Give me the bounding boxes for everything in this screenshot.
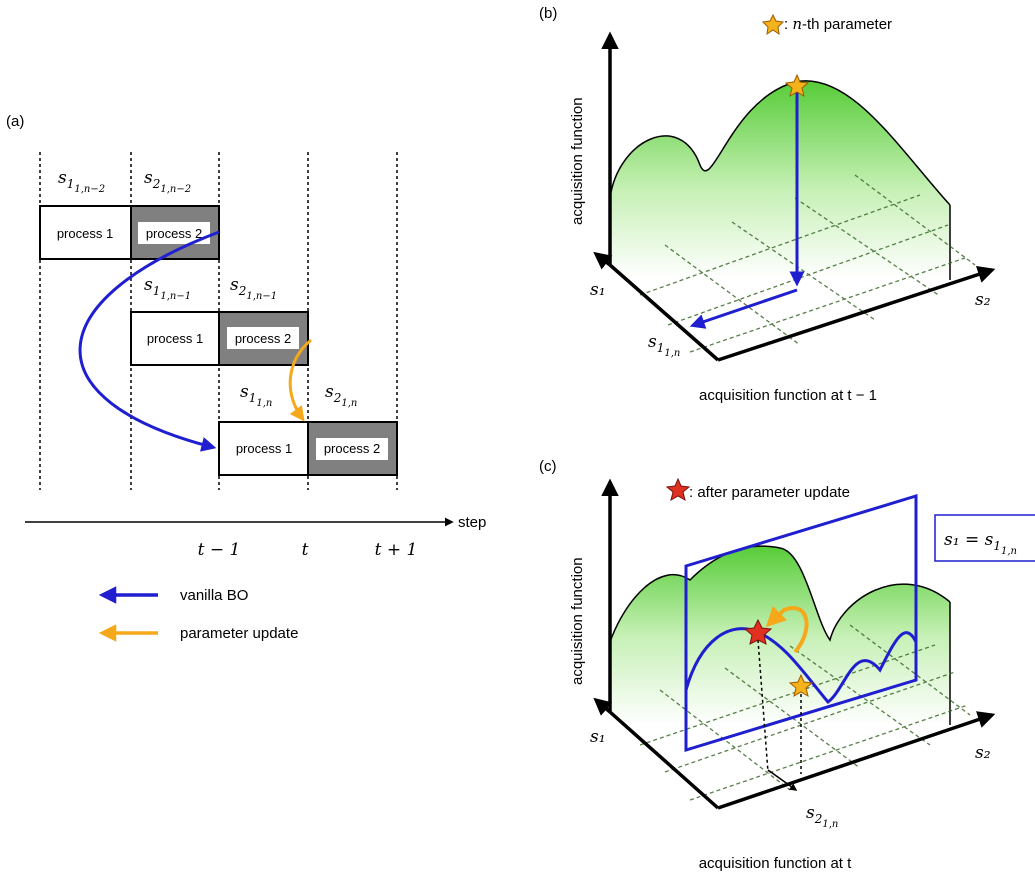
s2-n2-label: s21,n−2 bbox=[144, 168, 191, 195]
plane-label-box bbox=[934, 514, 1035, 562]
s2-axis-b bbox=[717, 266, 996, 362]
s1-n-label: s11,n bbox=[240, 382, 272, 409]
acq-surface-c bbox=[610, 546, 950, 725]
row3-process2-label: process 2 bbox=[324, 441, 380, 456]
vanilla-project-arrow-b bbox=[689, 288, 798, 329]
s1-n2-label: s11,n−2 bbox=[58, 168, 105, 195]
panel-c-label: (c) bbox=[539, 458, 557, 475]
previous-parameter-star-icon bbox=[788, 673, 814, 698]
s2-label-c: s₂ bbox=[975, 743, 991, 763]
legend-vanilla-label: vanilla BO bbox=[180, 587, 248, 604]
s2n-label-c: s21,n bbox=[806, 803, 838, 830]
s1-label-b: s₁ bbox=[590, 280, 606, 300]
s2-axis-c bbox=[717, 711, 996, 810]
panel-a: (a) s11,n−2 s21,n−2 process 1 process 2 … bbox=[6, 113, 486, 642]
s1-axis-c bbox=[593, 697, 613, 716]
s1-n1-label: s11,n−1 bbox=[144, 275, 191, 302]
caption-b: acquisition function at t − 1 bbox=[699, 387, 877, 404]
s1-axis-b bbox=[593, 251, 613, 270]
row1-process1-label: process 1 bbox=[57, 226, 113, 241]
drop-line-red bbox=[757, 639, 769, 773]
acq-curve-c bbox=[609, 545, 951, 643]
row1-process2-label: process 2 bbox=[146, 226, 202, 241]
row2-process1-label: process 1 bbox=[147, 331, 203, 346]
s2-n1-label: s21,n−1 bbox=[230, 275, 277, 302]
row3-process1-label: process 1 bbox=[236, 441, 292, 456]
s1n-label-b: s11,n bbox=[648, 332, 680, 359]
legend-b-text: : n-th parameter bbox=[784, 15, 892, 33]
s1-label-c: s₁ bbox=[590, 727, 606, 747]
row1-process2-label-bg bbox=[138, 222, 210, 244]
acq-curve-b bbox=[609, 80, 951, 206]
y-axis-label-c: acquisition function bbox=[569, 557, 586, 685]
panel-b: (b) : n-th parameter acq bbox=[539, 5, 996, 404]
s1-axis-stem-c bbox=[608, 710, 720, 810]
tick-t: t bbox=[302, 540, 309, 560]
s1-axis-stem-b bbox=[608, 263, 720, 362]
legend-star-red-icon bbox=[665, 477, 691, 502]
grid-b bbox=[639, 174, 976, 353]
tick-t-plus-1: t + 1 bbox=[375, 540, 418, 560]
vanilla-bo-arrow bbox=[78, 230, 220, 452]
s2n-pointer-arrow bbox=[767, 769, 798, 791]
row2-process1-box bbox=[130, 311, 220, 366]
row2-process2-label-bg bbox=[227, 327, 299, 349]
s2-label-b: s₂ bbox=[975, 290, 991, 310]
row3-process2-label-bg bbox=[316, 438, 388, 460]
parameter-update-arrow bbox=[288, 338, 312, 422]
row3-process1-box bbox=[218, 421, 309, 476]
y-axis-label-b: acquisition function bbox=[569, 97, 586, 225]
caption-c: acquisition function at t bbox=[699, 855, 852, 872]
legend-star-orange-icon bbox=[761, 13, 785, 36]
acq-surface-b bbox=[610, 80, 950, 278]
panel-b-label: (b) bbox=[539, 5, 557, 22]
updated-parameter-star-icon bbox=[743, 618, 773, 645]
panel-a-label: (a) bbox=[6, 113, 24, 130]
nth-parameter-star-icon bbox=[784, 73, 810, 98]
panel-c: (c) : after parameter update bbox=[539, 458, 1035, 872]
legend-update-label: parameter update bbox=[180, 625, 298, 642]
update-arrow-c bbox=[765, 606, 809, 654]
legend-c-text: : after parameter update bbox=[689, 484, 850, 501]
tick-t-minus-1: t − 1 bbox=[198, 540, 241, 560]
step-axis-label: step bbox=[458, 514, 486, 531]
s2-n-label: s21,n bbox=[325, 382, 357, 409]
slice-curve bbox=[684, 627, 918, 705]
row2-process2-label: process 2 bbox=[235, 331, 291, 346]
row1-process1-box bbox=[39, 205, 132, 260]
plane-label: s₁ = s11,n bbox=[944, 530, 1017, 557]
